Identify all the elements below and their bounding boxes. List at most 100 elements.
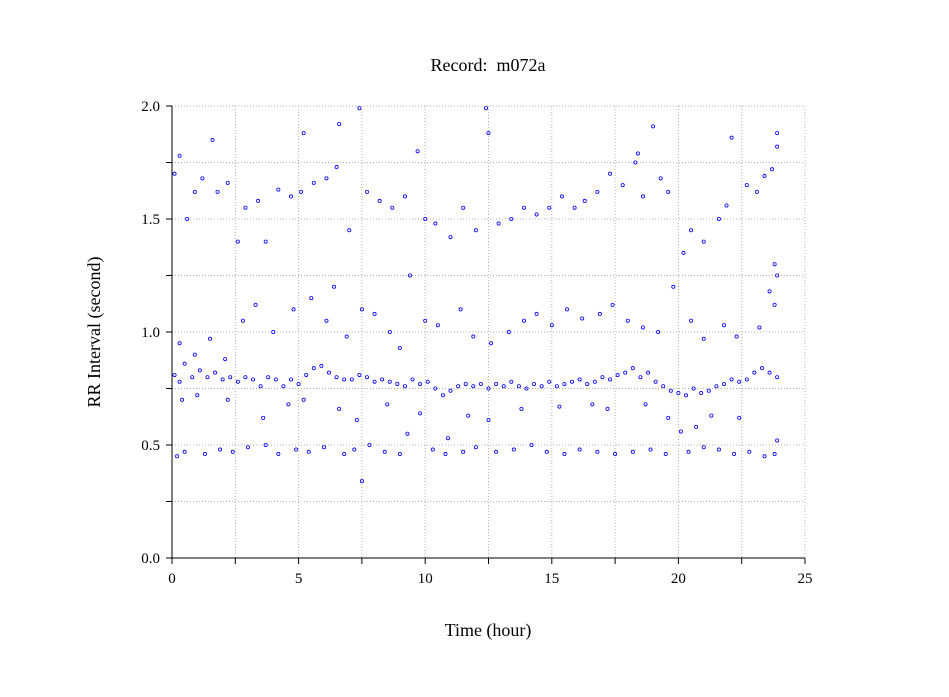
data-point (613, 452, 618, 457)
data-point (177, 153, 182, 158)
data-point (433, 386, 438, 391)
data-point (377, 198, 382, 203)
data-point (225, 397, 230, 402)
data-point (372, 311, 377, 316)
data-point (372, 379, 377, 384)
data-point (397, 345, 402, 350)
data-point (296, 381, 301, 386)
data-point (570, 379, 575, 384)
data-point (349, 377, 354, 382)
data-point (195, 393, 200, 398)
data-point (461, 449, 466, 454)
data-point (182, 449, 187, 454)
data-point (382, 449, 387, 454)
data-point (192, 189, 197, 194)
data-point (683, 393, 688, 398)
data-point (744, 377, 749, 382)
data-point (729, 377, 734, 382)
data-point (299, 189, 304, 194)
data-point (448, 388, 453, 393)
data-point (405, 431, 410, 436)
data-point (397, 452, 402, 457)
data-point (192, 352, 197, 357)
data-point (623, 370, 628, 375)
x-tick-label: 25 (798, 571, 813, 587)
data-point (276, 452, 281, 457)
data-point (210, 137, 215, 142)
data-point (352, 447, 357, 452)
data-point (519, 406, 524, 411)
data-point (311, 180, 316, 185)
data-point (354, 418, 359, 423)
data-point (334, 165, 339, 170)
data-point (620, 183, 625, 188)
data-point (762, 454, 767, 459)
data-point (324, 176, 329, 181)
data-point (218, 447, 223, 452)
data-point (524, 386, 529, 391)
data-point (651, 124, 656, 129)
data-point (180, 397, 185, 402)
data-point (686, 449, 691, 454)
data-point (367, 442, 372, 447)
data-point (709, 413, 714, 418)
data-point (271, 329, 276, 334)
data-point (635, 151, 640, 156)
data-point (762, 174, 767, 179)
data-point (590, 402, 595, 407)
data-point (410, 377, 415, 382)
data-point (266, 375, 271, 380)
data-point (433, 221, 438, 226)
data-point (580, 316, 585, 321)
data-point (240, 318, 245, 323)
data-point (597, 311, 602, 316)
data-point (721, 323, 726, 328)
data-point (610, 302, 615, 307)
data-point (273, 377, 278, 382)
data-point (172, 372, 177, 377)
data-point (359, 479, 364, 484)
data-point (754, 189, 759, 194)
data-point (301, 397, 306, 402)
data-point (701, 445, 706, 450)
data-point (473, 445, 478, 450)
x-tick-label: 15 (544, 571, 559, 587)
data-point (559, 194, 564, 199)
data-point (286, 402, 291, 407)
data-point (471, 334, 476, 339)
data-point (689, 318, 694, 323)
data-point (562, 452, 567, 457)
data-point (200, 176, 205, 181)
data-point (309, 296, 314, 301)
data-point (276, 187, 281, 192)
data-point (653, 379, 658, 384)
data-point (577, 447, 582, 452)
x-tick-label: 20 (671, 571, 686, 587)
data-point (625, 318, 630, 323)
data-point (752, 370, 757, 375)
data-point (732, 452, 737, 457)
data-point (215, 189, 220, 194)
y-tick-label: 2.0 (141, 99, 160, 115)
data-point (172, 171, 177, 176)
data-point (471, 384, 476, 389)
data-point (435, 323, 440, 328)
data-point (737, 379, 742, 384)
data-point (640, 194, 645, 199)
data-point (321, 445, 326, 450)
data-point (772, 452, 777, 457)
data-point (289, 377, 294, 382)
data-point (385, 402, 390, 407)
data-point (324, 318, 329, 323)
y-tick-label: 1.0 (141, 325, 160, 341)
data-point (633, 160, 638, 165)
data-point (182, 361, 187, 366)
data-point (448, 235, 453, 240)
data-point (729, 135, 734, 140)
data-point (701, 239, 706, 244)
data-point (243, 375, 248, 380)
data-point (630, 449, 635, 454)
data-point (734, 334, 739, 339)
data-point (532, 381, 537, 386)
data-point (395, 381, 400, 386)
